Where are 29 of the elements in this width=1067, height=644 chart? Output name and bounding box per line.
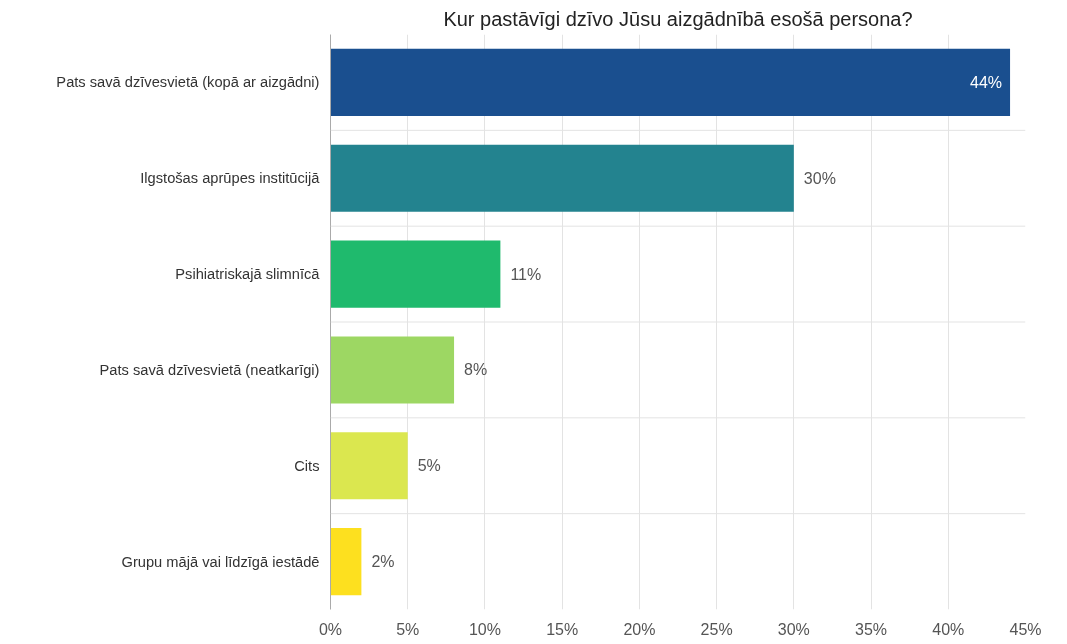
x-tick-label: 40% — [932, 620, 965, 638]
data-label: 30% — [803, 169, 836, 187]
x-tick-label: 45% — [1009, 620, 1042, 638]
bar — [330, 144, 794, 212]
x-tick-label: 35% — [855, 620, 888, 638]
y-tick-label: Grupu mājā vai līdzīgā iestādē — [121, 553, 320, 570]
y-tick-label: Cits — [294, 457, 320, 474]
chart-title: Kur pastāvīgi dzīvo Jūsu aizgādnībā esošā persona? — [443, 7, 913, 30]
x-tick-label: 5% — [396, 620, 420, 638]
bar — [330, 528, 362, 596]
bar — [330, 432, 408, 500]
data-label: 44% — [970, 73, 1003, 91]
data-label: 8% — [464, 361, 488, 379]
y-tick-label: Pats savā dzīvesvietā (neatkarīgi) — [99, 361, 320, 378]
x-tick-label: 30% — [777, 620, 810, 638]
data-label: 5% — [417, 457, 441, 475]
bar — [330, 336, 455, 404]
x-tick-label: 10% — [468, 620, 501, 638]
bar — [330, 240, 501, 308]
y-tick-label: Pats savā dzīvesvietā (kopā ar aizgādni) — [56, 74, 320, 91]
x-tick-label: 0% — [318, 620, 343, 638]
x-tick-label: 25% — [700, 620, 733, 638]
x-tick-label: 15% — [546, 620, 579, 638]
y-tick-label: Ilgstošas aprūpes institūcijā — [140, 170, 321, 187]
y-tick-label: Psihiatriskajā slimnīcā — [175, 266, 321, 283]
data-label: 11% — [510, 265, 542, 283]
data-label: 2% — [371, 553, 395, 571]
bar — [330, 48, 1011, 116]
x-tick-label: 20% — [623, 620, 656, 638]
